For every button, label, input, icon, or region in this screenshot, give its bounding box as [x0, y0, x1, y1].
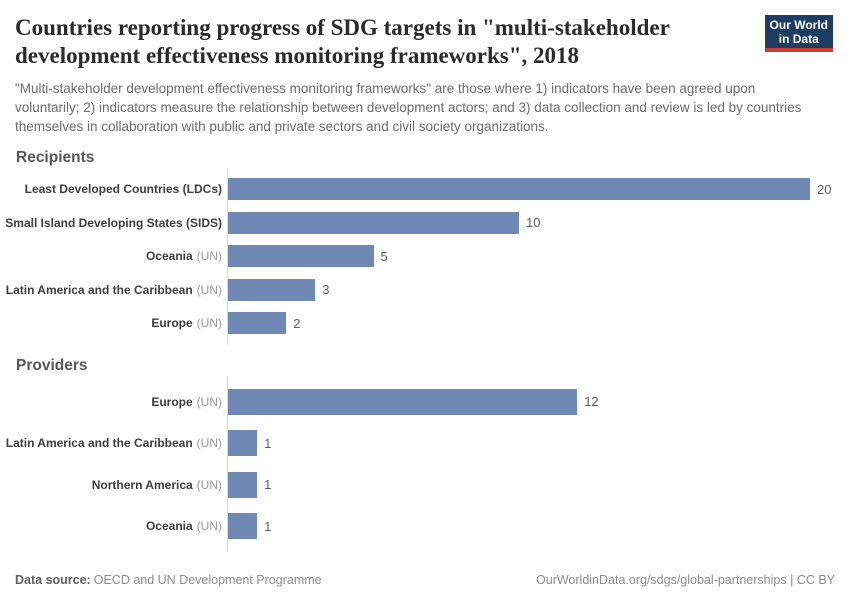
category-name: Latin America and the Caribbean [5, 436, 193, 451]
value-label: 5 [380, 248, 388, 264]
chart-section-providers: Providers Europe (UN) 12 Latin America and … [0, 357, 850, 553]
category-suffix: (UN) [196, 477, 222, 492]
chart-row: Latin America and the Caribbean (UN) 1 [0, 423, 850, 465]
category-label: Oceania (UN) [0, 519, 228, 533]
value-label: 1 [264, 518, 272, 534]
value-label: 10 [526, 215, 541, 231]
value-label: 2 [293, 315, 301, 331]
category-suffix: (UN) [196, 394, 222, 409]
chart-header: Countries reporting progress of SDG targ… [0, 0, 850, 137]
category-name: Least Developed Countries (LDCs) [24, 182, 222, 197]
category-label: Latin America and the Caribbean (UN) [0, 283, 228, 297]
category-name: Northern America [91, 477, 193, 492]
bar-chart-recipients: Least Developed Countries (LDCs) 20 Small … [0, 168, 850, 346]
chart-row: Small Island Developing States (SIDS) 10 [0, 206, 850, 240]
footer: Data source: OECD and UN Development Prog… [15, 573, 835, 587]
chart-row: Latin America and the Caribbean (UN) 3 [0, 273, 850, 307]
category-suffix: (UN) [196, 519, 222, 534]
data-source: Data source: OECD and UN Development Prog… [15, 573, 322, 587]
value-label: 1 [264, 435, 272, 451]
category-label: Oceania (UN) [0, 249, 228, 263]
category-label: Latin America and the Caribbean (UN) [0, 436, 228, 450]
data-source-label: Data source: [15, 573, 91, 587]
bar[interactable] [228, 430, 258, 457]
category-name: Latin America and the Caribbean [5, 282, 193, 297]
category-label: Least Developed Countries (LDCs) [0, 182, 228, 196]
logo-text-line2: in Data [778, 32, 819, 46]
value-label: 12 [584, 394, 599, 410]
category-label: Europe (UN) [0, 395, 228, 409]
y-axis-line [227, 377, 228, 553]
bar[interactable] [228, 178, 810, 201]
chart-row: Oceania (UN) 1 [0, 506, 850, 548]
chart-row: Northern America (UN) 1 [0, 464, 850, 506]
value-label: 1 [264, 477, 272, 493]
category-suffix: (UN) [196, 316, 222, 331]
bar[interactable] [228, 312, 287, 335]
chart-row: Least Developed Countries (LDCs) 20 [0, 173, 850, 207]
y-axis-line [227, 168, 228, 346]
data-source-text: OECD and UN Development Programme [93, 573, 322, 587]
logo-text-line1: Our World [769, 18, 828, 32]
section-title-providers: Providers [16, 357, 88, 375]
bar[interactable] [228, 278, 316, 301]
category-suffix: (UN) [196, 249, 222, 264]
category-suffix: (UN) [196, 282, 222, 297]
category-name: Small Island Developing States (SIDS) [5, 215, 222, 230]
bar[interactable] [228, 211, 519, 234]
chart-row: Europe (UN) 12 [0, 381, 850, 423]
chart-row: Oceania (UN) 5 [0, 240, 850, 274]
category-name: Europe [151, 394, 193, 409]
chart-area: Recipients Least Developed Countries (LD… [0, 148, 850, 553]
chart-subtitle: "Multi-stakeholder development effective… [15, 81, 802, 135]
category-suffix: (UN) [196, 436, 222, 451]
chart-title: Countries reporting progress of SDG targ… [15, 15, 670, 69]
category-name: Oceania [145, 519, 193, 534]
value-label: 3 [322, 282, 330, 298]
attribution-link[interactable]: OurWorldinData.org/sdgs/global-partnersh… [536, 573, 835, 587]
bar[interactable] [228, 245, 374, 268]
category-name: Oceania [145, 249, 193, 264]
category-label: Northern America (UN) [0, 478, 228, 492]
bar-chart-providers: Europe (UN) 12 Latin America and the Caribb… [0, 377, 850, 553]
chart-row: Europe (UN) 2 [0, 307, 850, 341]
section-title-recipients: Recipients [16, 148, 95, 166]
bar[interactable] [228, 513, 258, 540]
bar[interactable] [228, 471, 258, 498]
category-name: Europe [151, 316, 193, 331]
chart-section-recipients: Recipients Least Developed Countries (LD… [0, 148, 850, 346]
value-label: 20 [817, 181, 832, 197]
bar[interactable] [228, 388, 578, 415]
owid-logo[interactable]: Our World in Data [764, 15, 833, 52]
category-label: Small Island Developing States (SIDS) [0, 216, 228, 230]
category-label: Europe (UN) [0, 316, 228, 330]
